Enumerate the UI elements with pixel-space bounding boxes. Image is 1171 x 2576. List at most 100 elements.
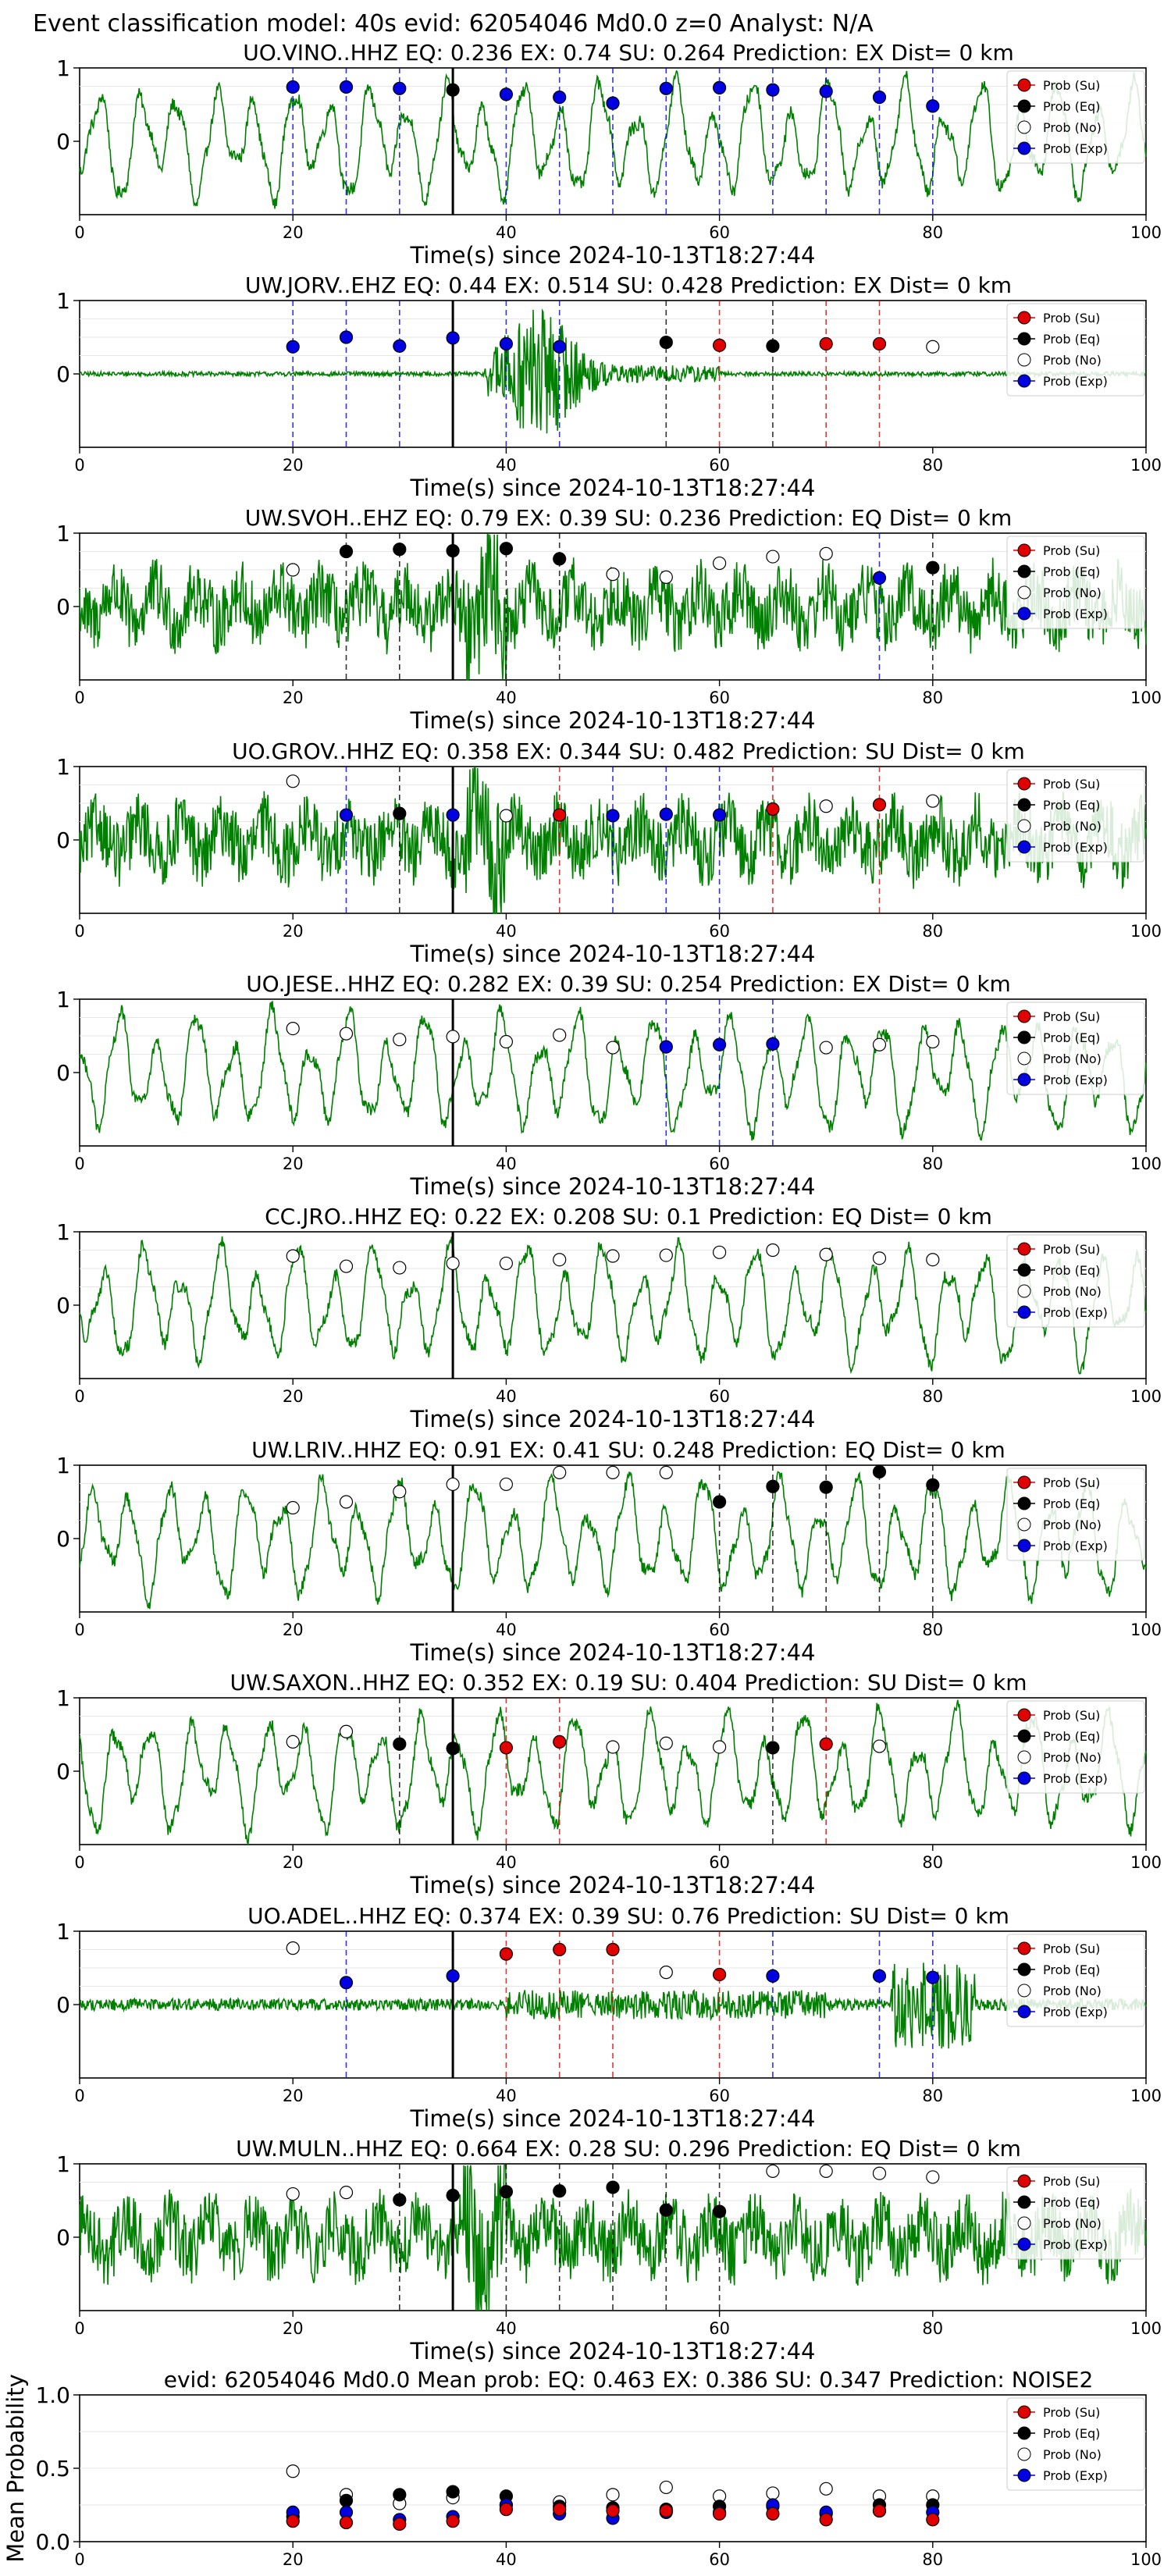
x-tick-label: 20 [283,456,304,475]
prob-point-eq [393,2193,407,2207]
prob-point-no [286,1500,300,1515]
legend-marker-su [1017,78,1031,92]
y-tick-label: 0 [56,827,70,853]
legend-label-su: Prob (Su) [1043,311,1100,326]
legend-box [1006,2166,1145,2260]
prob-point-no [286,774,300,788]
legend-label-su: Prob (Su) [1043,2174,1100,2189]
prob-point-no [553,1253,567,1267]
y-tick-label: 0 [56,361,70,387]
legend-label-eq: Prob (Eq) [1043,1263,1100,1278]
y-tick-label: 1 [56,1685,70,1711]
y-tick-label: 0 [56,1293,70,1318]
legend-marker-no [1017,2447,1031,2461]
legend-marker-eq [1017,1263,1031,1277]
mean-point-su [499,2503,514,2517]
prob-point-eq [446,543,460,558]
prob-point-no [819,2164,833,2178]
y-tick-label: 1 [56,1919,70,1944]
prob-point-no [393,1485,407,1499]
prob-point-su [766,802,780,817]
prob-point-eq [553,2184,567,2198]
x-tick-label: 60 [709,2550,730,2569]
legend-box [1006,1002,1145,1095]
prob-point-exp [339,80,354,94]
prob-point-no [553,1465,567,1480]
panel-title: evid: 62054046 Md0.0 Mean prob: EQ: 0.46… [164,2367,1094,2393]
x-tick-label: 20 [283,1621,304,1639]
legend-marker-eq [1017,1030,1031,1044]
prob-point-no [286,1021,300,1036]
x-tick-label: 80 [922,1853,943,1872]
y-axis-label: Mean Probability [2,2374,29,2563]
panel-title: UW.SVOH..EHZ EQ: 0.79 EX: 0.39 SU: 0.236… [245,505,1013,531]
mean-point-su [766,2507,780,2521]
prob-point-eq [926,1478,940,1492]
station-panel: UW.SAXON..HHZ EQ: 0.352 EX: 0.19 SU: 0.4… [56,1670,1162,1898]
prob-point-no [926,1253,940,1267]
legend-label-su: Prob (Su) [1043,1242,1100,1257]
prob-point-exp [606,96,620,110]
legend-box [1006,1934,1145,2027]
prob-point-eq [553,552,567,566]
prob-point-exp [712,808,727,822]
legend-marker-exp [1017,1073,1031,1087]
prob-point-su [872,336,887,351]
y-tick-label: 0 [56,129,70,155]
prob-point-eq [446,1742,460,1756]
legend-marker-su [1017,1475,1031,1489]
legend-marker-eq [1017,332,1031,346]
x-axis-label: Time(s) since 2024-10-13T18:27:44 [410,1406,816,1432]
y-tick-label: 1 [56,2151,70,2177]
legend-label-su: Prob (Su) [1043,543,1100,558]
prob-point-su [712,338,727,352]
x-tick-label: 0 [74,2087,84,2105]
plot-frame [79,1697,1147,1845]
prob-point-no [766,550,780,564]
legend-label-exp: Prob (Exp) [1043,2237,1108,2252]
prob-point-no [339,1259,354,1273]
legend-marker-no [1017,1984,1031,1998]
x-tick-label: 40 [496,2319,517,2338]
prob-point-no [446,1477,460,1492]
legend-marker-exp [1017,1539,1031,1553]
prob-point-exp [659,807,673,821]
prob-point-no [659,1248,673,1262]
legend-box [1006,1234,1145,1328]
legend-marker-eq [1017,99,1031,113]
prob-point-su [712,1967,727,1982]
y-tick-label: 1.0 [35,2382,70,2408]
x-tick-label: 40 [496,456,517,475]
legend-label-eq: Prob (Eq) [1043,1496,1100,1511]
legend-label-no: Prob (No) [1043,1284,1102,1299]
legend-label-su: Prob (Su) [1043,1941,1100,1956]
y-tick-label: 1 [56,288,70,314]
x-tick-label: 0 [74,2319,84,2338]
prob-point-exp [872,1969,887,1983]
x-tick-label: 0 [74,2550,84,2569]
prob-point-no [393,1033,407,1047]
y-tick-label: 1 [56,521,70,546]
prob-point-eq [766,1479,780,1493]
x-tick-label: 20 [283,223,304,242]
prob-point-no [446,1256,460,1271]
prob-point-no [393,1261,407,1275]
prob-point-exp [659,81,673,95]
y-tick-label: 0.5 [35,2456,70,2482]
legend-label-eq: Prob (Eq) [1043,332,1100,347]
mean-point-su [819,2513,833,2527]
x-tick-label: 40 [496,1387,517,1406]
legend-marker-su [1017,311,1031,325]
prob-point-eq [339,544,354,559]
prob-point-exp [766,1969,780,1983]
x-axis-label: Time(s) since 2024-10-13T18:27:44 [410,2105,816,2132]
prob-point-no [499,1256,514,1271]
prob-point-eq [819,1480,833,1494]
prob-point-no [712,556,727,571]
legend-marker-exp [1017,2005,1031,2019]
prob-point-no [446,1030,460,1044]
prob-point-exp [659,1040,673,1054]
prob-point-no [339,1495,354,1509]
mean-point-eq [339,2493,354,2507]
prob-point-exp [712,1037,727,1051]
